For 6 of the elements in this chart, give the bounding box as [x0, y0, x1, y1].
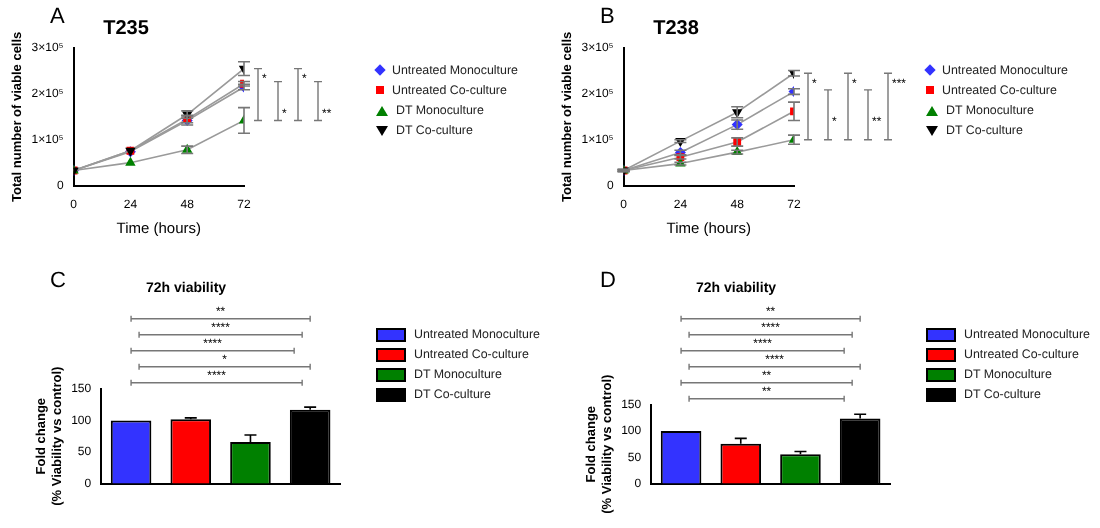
text: B: [600, 5, 615, 30]
chart-title: T235: [103, 17, 150, 40]
text: C: [50, 269, 66, 294]
text: A: [50, 5, 66, 30]
text: D: [600, 269, 616, 294]
chart-title: T238: [653, 17, 700, 40]
